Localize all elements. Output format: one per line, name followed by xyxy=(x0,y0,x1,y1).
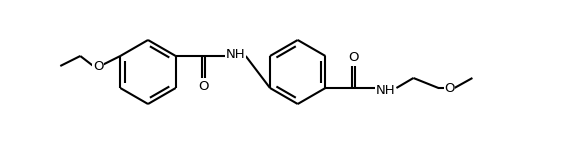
Text: O: O xyxy=(93,59,103,73)
Text: NH: NH xyxy=(226,48,246,61)
Text: NH: NH xyxy=(375,83,395,96)
Text: O: O xyxy=(348,50,359,63)
Text: O: O xyxy=(444,82,455,95)
Text: O: O xyxy=(198,79,209,92)
